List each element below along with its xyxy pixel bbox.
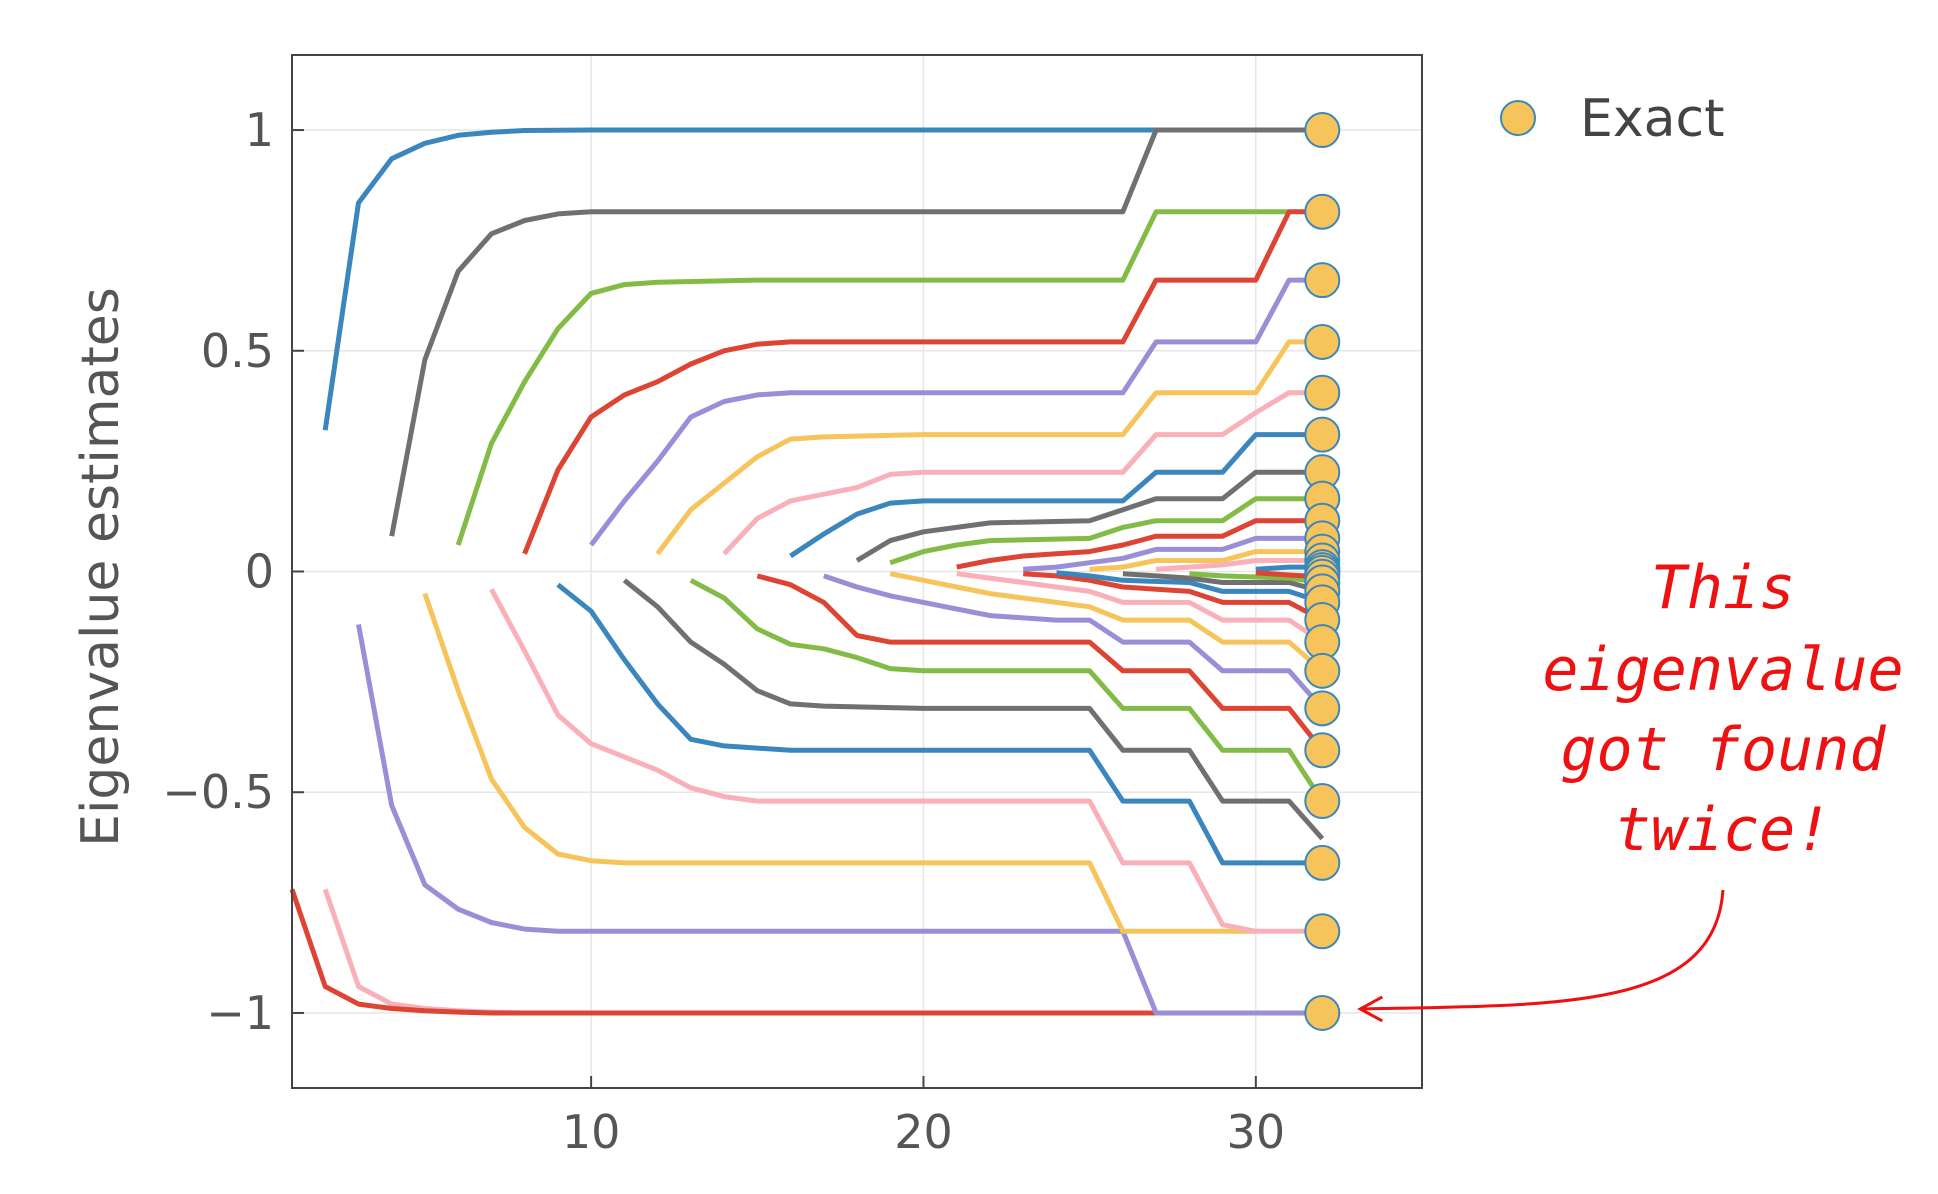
y-axis-label: Eigenvalue estimates — [71, 287, 131, 847]
exact-point-27 — [1304, 913, 1341, 950]
series-line-8 — [789, 432, 1323, 559]
exact-point-25 — [1304, 783, 1341, 820]
annotation-arrowhead — [1357, 995, 1384, 1023]
series-line-2 — [389, 127, 1323, 537]
series-line-7 — [722, 390, 1323, 556]
series-line-20 — [489, 588, 1323, 934]
x-tick-labels: 10 20 30 — [562, 1076, 1285, 1159]
annotation-line-3: got found — [1560, 715, 1886, 785]
exact-point-24 — [1304, 732, 1341, 769]
series-line-16 — [322, 888, 1157, 1016]
y-tick-label: 0 — [245, 545, 274, 599]
exact-point-28 — [1304, 994, 1341, 1031]
exact-point-4 — [1304, 323, 1341, 360]
exact-point-26 — [1304, 844, 1341, 881]
series-line-28 — [1023, 571, 1324, 623]
exact-point-2 — [1304, 193, 1341, 230]
series-line-26 — [889, 571, 1324, 673]
x-tick-label: 30 — [1227, 1105, 1286, 1159]
x-tick-label: 20 — [894, 1105, 953, 1159]
series-line-12 — [1023, 535, 1323, 572]
series-line-23 — [689, 578, 1325, 803]
legend-exact-label: Exact — [1580, 89, 1724, 149]
y-tick-label: 1 — [245, 103, 274, 157]
legend-exact-marker — [1500, 100, 1536, 136]
series-line-24 — [756, 573, 1325, 752]
y-tick-label: −0.5 — [162, 765, 274, 819]
legend: Exact — [1500, 89, 1724, 149]
y-tick-label: −1 — [206, 986, 274, 1040]
exact-point-22 — [1304, 652, 1341, 689]
series-line-22 — [622, 578, 1325, 841]
x-tick-label: 10 — [562, 1105, 621, 1159]
series-line-3 — [455, 209, 1290, 546]
annotation-line-2: eigenvalue — [1542, 635, 1903, 705]
series-line-1 — [322, 127, 1157, 431]
series-line-5 — [589, 277, 1323, 547]
series-line-19 — [422, 592, 1256, 934]
series-line-10 — [889, 496, 1323, 566]
annotation-line-4: twice! — [1615, 795, 1832, 865]
exact-point-1 — [1304, 112, 1341, 149]
series-line-11 — [956, 518, 1323, 570]
series-line-17 — [289, 888, 1157, 1016]
annotation: This eigenvalue got found twice! — [1357, 553, 1904, 1023]
exact-markers — [1304, 112, 1341, 1031]
exact-point-6 — [1304, 416, 1341, 453]
exact-point-23 — [1304, 690, 1341, 727]
series-line-18 — [356, 624, 1323, 1016]
exact-point-3 — [1304, 262, 1341, 299]
series-line-13 — [1089, 549, 1323, 572]
series-line-6 — [655, 339, 1323, 556]
series-line-4 — [522, 209, 1323, 555]
series-line-21 — [556, 582, 1323, 866]
series-line-29 — [1056, 570, 1324, 605]
series-line-14 — [1155, 558, 1323, 572]
exact-point-5 — [1304, 374, 1341, 411]
series-line-25 — [823, 573, 1325, 711]
y-tick-labels: −1 −0.5 0 0.5 1 — [162, 103, 304, 1040]
series-line-30 — [1122, 571, 1323, 594]
series-line-9 — [855, 469, 1323, 563]
series-line-27 — [956, 571, 1324, 645]
annotation-line-1: This — [1651, 553, 1796, 623]
annotation-arrow — [1360, 889, 1725, 1011]
y-tick-label: 0.5 — [201, 324, 274, 378]
